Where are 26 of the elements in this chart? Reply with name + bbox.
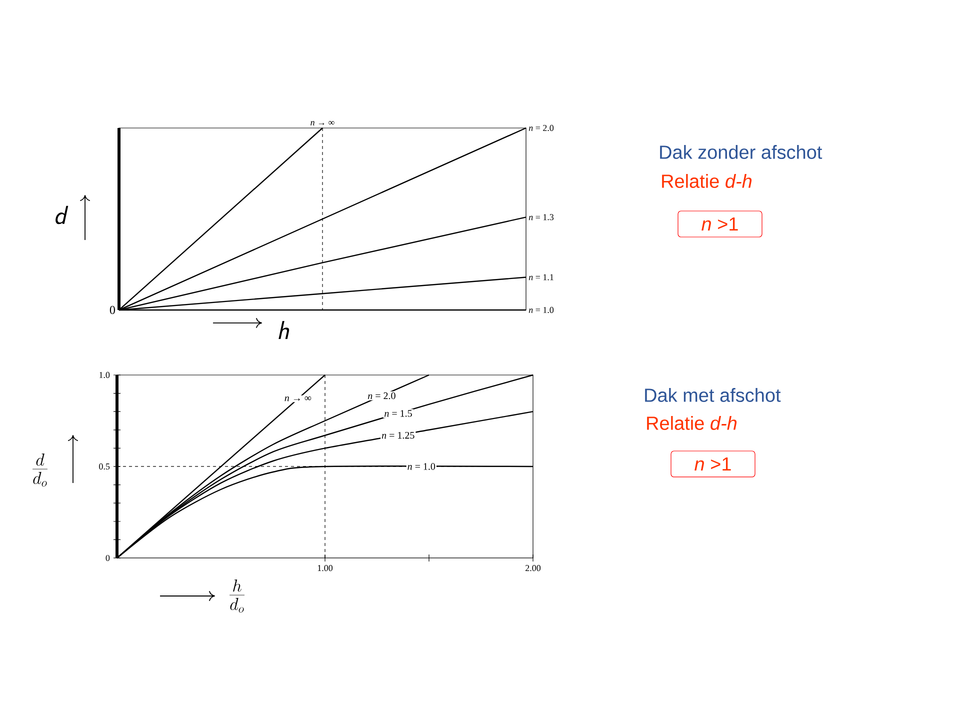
series-label: n = 1.0 <box>528 306 554 314</box>
series-label: n = 1.1 <box>528 274 554 280</box>
y-axis-title: $\frac{d}{d_o}$ <box>32 454 48 487</box>
series-label: n → ∞ <box>310 121 334 126</box>
text: 0 <box>110 306 116 314</box>
y-tick-label: 0.5 <box>99 463 110 470</box>
x-tick-label: 1.00 <box>318 565 333 572</box>
series-label: n = 2.0 <box>368 392 396 400</box>
text: Relatie d-h <box>662 174 752 188</box>
series-label: n → ∞ <box>284 396 312 402</box>
x-axis-title: h <box>278 320 290 340</box>
series-label: n = 1.3 <box>528 214 554 220</box>
x-tick-label: 2.00 <box>526 565 541 572</box>
text: Dak zonder afschot <box>660 145 822 159</box>
text: n >1 <box>702 217 738 231</box>
text: n >1 <box>694 457 731 471</box>
y-tick-label: 0 <box>106 554 110 562</box>
text: Relatie d-h <box>647 416 737 430</box>
y-tick-label: 1.0 <box>100 372 110 378</box>
series-label: n = 1.25 <box>382 432 414 439</box>
series-label: n = 1.5 <box>384 410 412 417</box>
text: Dak met afschot <box>645 388 781 402</box>
x-axis-title: $\frac{h}{d_o}$ <box>230 580 244 613</box>
y-axis-title: d <box>56 206 68 224</box>
series-label: n = 1.0 <box>408 463 436 470</box>
series-label: n = 2.0 <box>528 124 554 132</box>
